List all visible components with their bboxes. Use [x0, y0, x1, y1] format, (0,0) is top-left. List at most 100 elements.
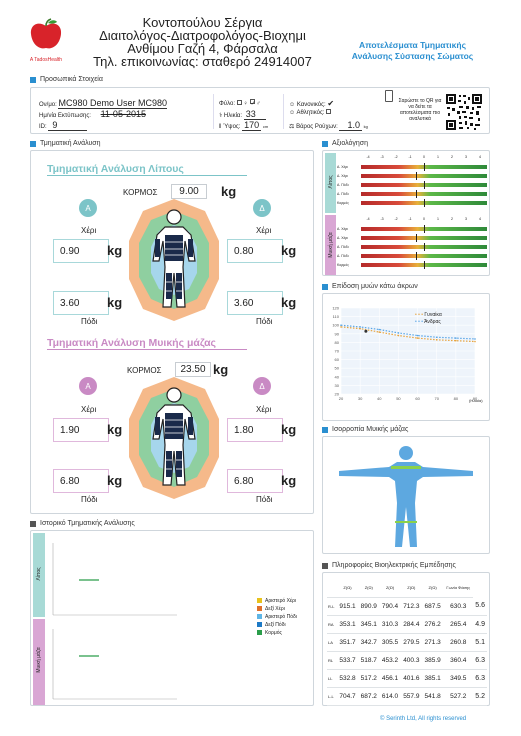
fat-right-arm-label: Χέρι — [256, 226, 272, 235]
evaluation-panel: Λίπος Μυική μάζα -4 -3 -2 -1 0 1 2 3 4 Α. Χέρι Δ. … — [322, 150, 490, 276]
bia-cell: 527.2 — [443, 687, 474, 706]
normal-label: Κανονικός: — [296, 102, 326, 108]
bia-phase-cell: 4.9 — [473, 615, 487, 634]
eval-muscle-row-marker — [416, 251, 418, 260]
sex-checkbox-male[interactable]: ✓ — [249, 99, 256, 107]
bia-cell: 456.1 — [379, 669, 401, 688]
legs-series-line — [340, 326, 476, 343]
eval-muscle-row-label: Δ. Χέρι — [337, 235, 348, 240]
eval-fat-row-label: Δ. Χέρι — [337, 173, 348, 178]
history-legend-label: Αριστερό Χέρι — [265, 598, 297, 604]
qr-code[interactable] — [445, 93, 483, 131]
eval-fat-scale-0: -4 — [366, 155, 370, 159]
eval-muscle-row-label: Α. Πόδι — [337, 244, 349, 249]
history-legend: Αριστερό Χέρι Δεξί Χέρι Αριστερό Πόδι Δεξί … — [257, 597, 297, 637]
date-value: 11-05-2015 — [100, 109, 146, 119]
sex-checkbox[interactable] — [236, 100, 242, 105]
bia-cell: 687.5 — [421, 597, 444, 616]
height-label: Ύψος: — [223, 124, 241, 130]
bia-cell: 271.3 — [421, 633, 444, 652]
eval-muscle-band — [325, 215, 336, 275]
eval-fat-row-marker — [416, 171, 418, 180]
eval-muscle-scale-8: 4 — [479, 217, 481, 221]
eval-fat-scale-5: 1 — [437, 155, 439, 159]
eval-fat-row: Α. Χέρι — [337, 162, 487, 171]
eval-fat-row-label: Κορμός — [337, 200, 349, 205]
muscle-left-arm-value: 1.90 — [60, 424, 80, 436]
athletic-checkbox[interactable] — [326, 109, 332, 114]
eval-fat-row-marker — [424, 198, 425, 207]
eval-muscle-row: Δ. Χέρι — [337, 233, 487, 242]
eval-fat-row: Δ. Χέρι — [337, 171, 487, 180]
history-legend-swatch — [257, 606, 262, 612]
legs-ytick-label: 110 — [333, 314, 340, 319]
bia-cell: 453.2 — [379, 651, 401, 670]
bia-phase-cell: 5.6 — [473, 597, 487, 616]
legs-series-point — [359, 327, 361, 330]
evaluation-section-title: Αξιολόγηση — [322, 140, 368, 147]
legs-ytick-label: 50 — [335, 366, 340, 371]
fat-trunk-label: ΚΟΡΜΟΣ — [123, 188, 158, 197]
bia-cell: 385.9 — [421, 651, 444, 670]
normal-checkbox[interactable]: ✔ — [327, 99, 335, 108]
logo: A TadosHealth — [24, 18, 68, 63]
bia-cell: 518.7 — [358, 651, 380, 670]
muscle-right-leg-value: 6.80 — [234, 475, 254, 487]
fat-analysis-title: Τμηματική Ανάλυση Λίπους — [47, 163, 184, 175]
eval-fat-row: Κορμός — [337, 198, 487, 207]
clothes-icon: ⚖ — [289, 124, 295, 130]
legs-xtick-label: 60 — [415, 396, 420, 401]
balance-section-title: Ισορροπία Μυικής μάζας — [322, 426, 408, 433]
muscle-right-leg-box: 6.80 — [227, 469, 283, 493]
clothes-label: Βάρος Ρούχων: — [296, 124, 338, 130]
eval-muscle-row-label: Δ. Πόδι — [337, 253, 349, 258]
eval-fat-grid: -4 -3 -2 -1 0 1 2 3 4 Α. Χέρι Δ. Χέρι Α. Πόδι Δ. Πόδ… — [337, 155, 487, 211]
bia-cell: 890.9 — [358, 597, 380, 616]
muscle-trunk-label: ΚΟΡΜΟΣ — [127, 366, 162, 375]
apple-icon — [30, 18, 62, 49]
legs-section-title: Επίδοση μυών κάτω άκρων — [322, 283, 418, 290]
eval-muscle-row-bar — [361, 242, 487, 251]
eval-fat-row-bar — [361, 189, 487, 198]
bia-cell: 614.0 — [379, 687, 401, 706]
eval-muscle-scale-3: -1 — [408, 217, 412, 221]
legs-series-point — [474, 340, 476, 343]
report-title-line1: Αποτελέσματα Τμηματικής — [358, 40, 467, 50]
history-fat-band — [33, 533, 45, 617]
muscle-trunk-number: 23.50 — [180, 364, 206, 375]
legs-series-point — [359, 326, 361, 328]
muscle-left-arm-box: 1.90 — [53, 418, 109, 442]
bia-cell: 276.2 — [421, 615, 444, 634]
eval-fat-row-marker — [424, 162, 425, 171]
bia-cell: 517.2 — [358, 669, 380, 688]
id-label: ID: — [39, 124, 47, 130]
legs-xtick-label: 80 — [454, 396, 459, 401]
history-legend-label: Δεξί Χέρι — [265, 606, 285, 612]
legs-user-point — [364, 329, 368, 333]
bia-cell: 265.4 — [443, 615, 474, 634]
eval-muscle-row-bar — [361, 224, 487, 233]
legs-xtick-label: 50 — [396, 396, 401, 401]
legs-series-point — [340, 324, 342, 326]
bia-row: RA 353.1 345.1 310.3 284.4 276.2 265.4 4.9 — [327, 615, 487, 634]
bia-phase-cell: 5.2 — [473, 687, 487, 706]
legs-series-point — [340, 326, 342, 328]
eval-muscle-row: Α. Χέρι — [337, 224, 487, 233]
muscle-right-leg-label: Πόδι — [256, 495, 273, 504]
bia-cell: 284.4 — [400, 615, 422, 634]
bia-header-cell: Ζ(Ω) — [421, 579, 444, 598]
eval-muscle-scale-2: -2 — [394, 217, 398, 221]
legs-series-point — [397, 332, 400, 334]
bia-cell: 704.7 — [336, 687, 359, 706]
muscle-trunk-value: 23.50 — [175, 362, 211, 377]
legs-series-point — [474, 338, 476, 340]
muscle-right-arm-unit: kg — [281, 422, 297, 437]
bia-row: L-L 704.7 687.2 614.0 557.9 541.8 527.2 5.2 — [327, 687, 487, 706]
eval-fat-row-bar — [361, 180, 487, 189]
bia-header-row: Ζ(Ω) Ζ(Ω) Ζ(Ω) Ζ(Ω) Ζ(Ω) Γωνία Φάσης — [327, 579, 487, 598]
bia-row-label: R-L — [327, 597, 337, 616]
qr-code-icon — [445, 93, 483, 131]
bia-cell: 260.8 — [443, 633, 474, 652]
eval-muscle-row: Κορμός — [337, 260, 487, 269]
bia-header-cell: Ζ(Ω) — [400, 579, 422, 598]
